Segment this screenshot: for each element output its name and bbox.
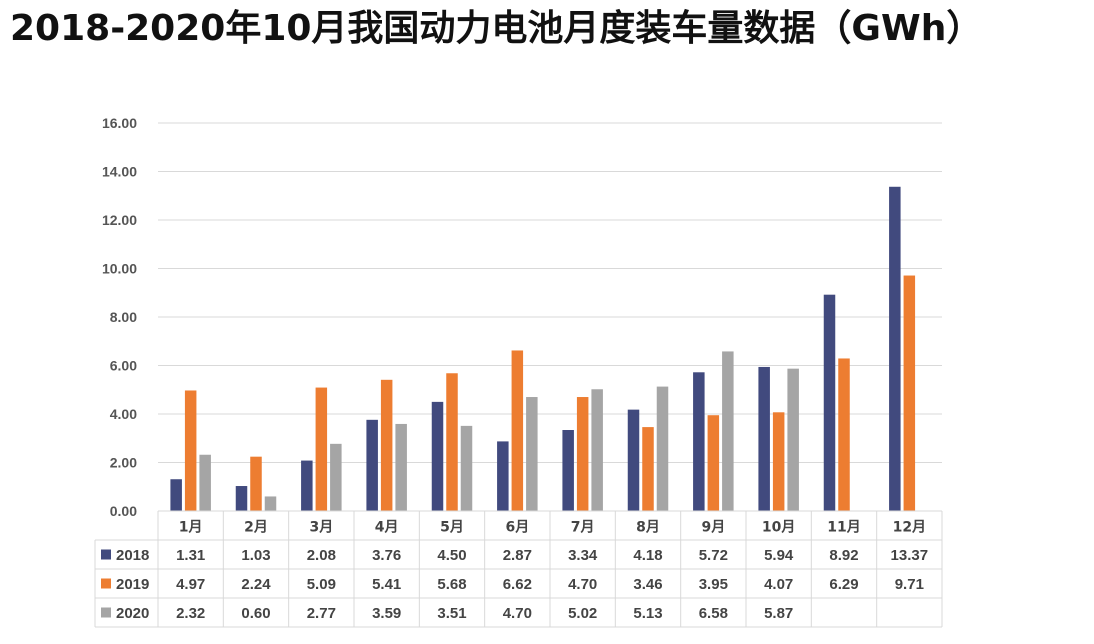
data-label: 5.87 [764,605,793,622]
bar-2019-6月 [511,350,524,511]
data-label: 4.97 [176,576,205,593]
bar-2018-6月 [497,441,509,511]
bar-2019-5月 [446,373,458,511]
bar-2018-8月 [627,409,640,511]
legend-label: 2018 [116,547,149,564]
bar-2018-11月 [823,294,836,511]
data-label: 2.32 [176,605,205,622]
data-label: 2.77 [307,605,336,622]
data-label: 4.70 [568,576,597,593]
bar-2020-7月 [591,389,603,511]
bar-2019-11月 [838,358,850,511]
bar-2018-1月 [170,479,182,511]
bar-2018-12月 [889,186,901,511]
bar-2019-8月 [642,427,654,511]
x-tick-label: 12月 [893,520,926,536]
x-tick-label: 2月 [244,520,268,536]
y-tick-label: 4.00 [110,406,137,422]
y-tick-label: 16.00 [102,115,137,131]
bar-2018-5月 [431,401,444,511]
data-label: 5.94 [764,547,794,564]
data-label: 3.34 [568,547,598,564]
bar-2020-5月 [460,425,473,511]
x-tick-label: 4月 [375,520,399,536]
bar-2020-9月 [722,351,734,511]
data-label: 4.70 [503,605,532,622]
bar-2019-12月 [903,275,916,511]
bar-2018-10月 [758,366,770,511]
x-tick-label: 11月 [827,520,860,536]
data-label: 3.46 [633,576,662,593]
bar-2018-9月 [693,372,705,511]
data-label: 5.72 [699,547,728,564]
data-label: 2.87 [503,547,532,564]
bar-2020-3月 [330,443,342,511]
y-tick-label: 8.00 [110,309,137,325]
bar-2020-2月 [264,496,277,511]
legend-label: 2019 [116,576,149,593]
x-tick-label: 3月 [309,520,333,536]
y-tick-label: 14.00 [102,164,137,180]
data-label: 1.31 [176,547,205,564]
bar-2019-9月 [707,415,720,511]
bar-2019-7月 [576,397,589,511]
data-label: 4.18 [633,547,662,564]
data-label: 3.51 [437,605,466,622]
bar-2019-3月 [315,387,328,511]
bar-2020-8月 [656,386,669,511]
bar-2018-3月 [301,460,313,511]
data-label: 5.13 [633,605,662,622]
y-tick-label: 6.00 [110,358,137,374]
bar-2018-4月 [366,419,378,511]
legend-label: 2020 [116,605,149,622]
data-label: 3.76 [372,547,401,564]
x-tick-label: 6月 [505,520,529,536]
data-label: 3.59 [372,605,401,622]
x-tick-label: 1月 [179,520,203,536]
x-tick-label: 7月 [571,520,595,536]
x-tick-label: 5月 [440,520,464,536]
data-label: 5.09 [307,576,336,593]
legend-swatch-2020 [101,607,111,618]
data-label: 6.62 [503,576,532,593]
legend-swatch-2018 [101,549,111,560]
legend-swatch-2019 [101,578,111,589]
data-label: 5.68 [437,576,466,593]
bar-2020-1月 [199,454,211,511]
y-tick-label: 12.00 [102,212,137,228]
x-tick-label: 9月 [701,520,725,536]
data-label: 5.41 [372,576,401,593]
data-label: 2.24 [241,576,271,593]
data-label: 13.37 [891,547,929,564]
chart-title: 2018-2020年10月我国动力电池月度装车量数据（GWh） [10,8,983,49]
bar-2019-4月 [380,379,393,511]
data-label: 1.03 [241,547,270,564]
data-label: 5.02 [568,605,597,622]
y-tick-label: 0.00 [110,503,137,519]
bar-2020-4月 [395,423,407,511]
data-label: 4.50 [437,547,466,564]
bar-2019-2月 [250,456,262,511]
data-label: 8.92 [829,547,858,564]
x-tick-label: 10月 [762,520,795,536]
bar-2019-10月 [772,412,785,511]
data-label: 3.95 [699,576,728,593]
data-label: 6.58 [699,605,728,622]
x-tick-label: 8月 [636,520,660,536]
data-label: 9.71 [895,576,924,593]
bar-2018-7月 [562,430,574,511]
bar-2018-2月 [235,486,248,511]
bar-2019-1月 [184,390,197,511]
y-tick-label: 2.00 [110,455,137,471]
data-label: 4.07 [764,576,793,593]
data-label: 0.60 [241,605,270,622]
y-tick-label: 10.00 [102,261,137,277]
data-label: 6.29 [829,576,858,593]
bar-2020-6月 [526,397,538,511]
data-label: 2.08 [307,547,336,564]
bar-2020-10月 [787,368,799,511]
